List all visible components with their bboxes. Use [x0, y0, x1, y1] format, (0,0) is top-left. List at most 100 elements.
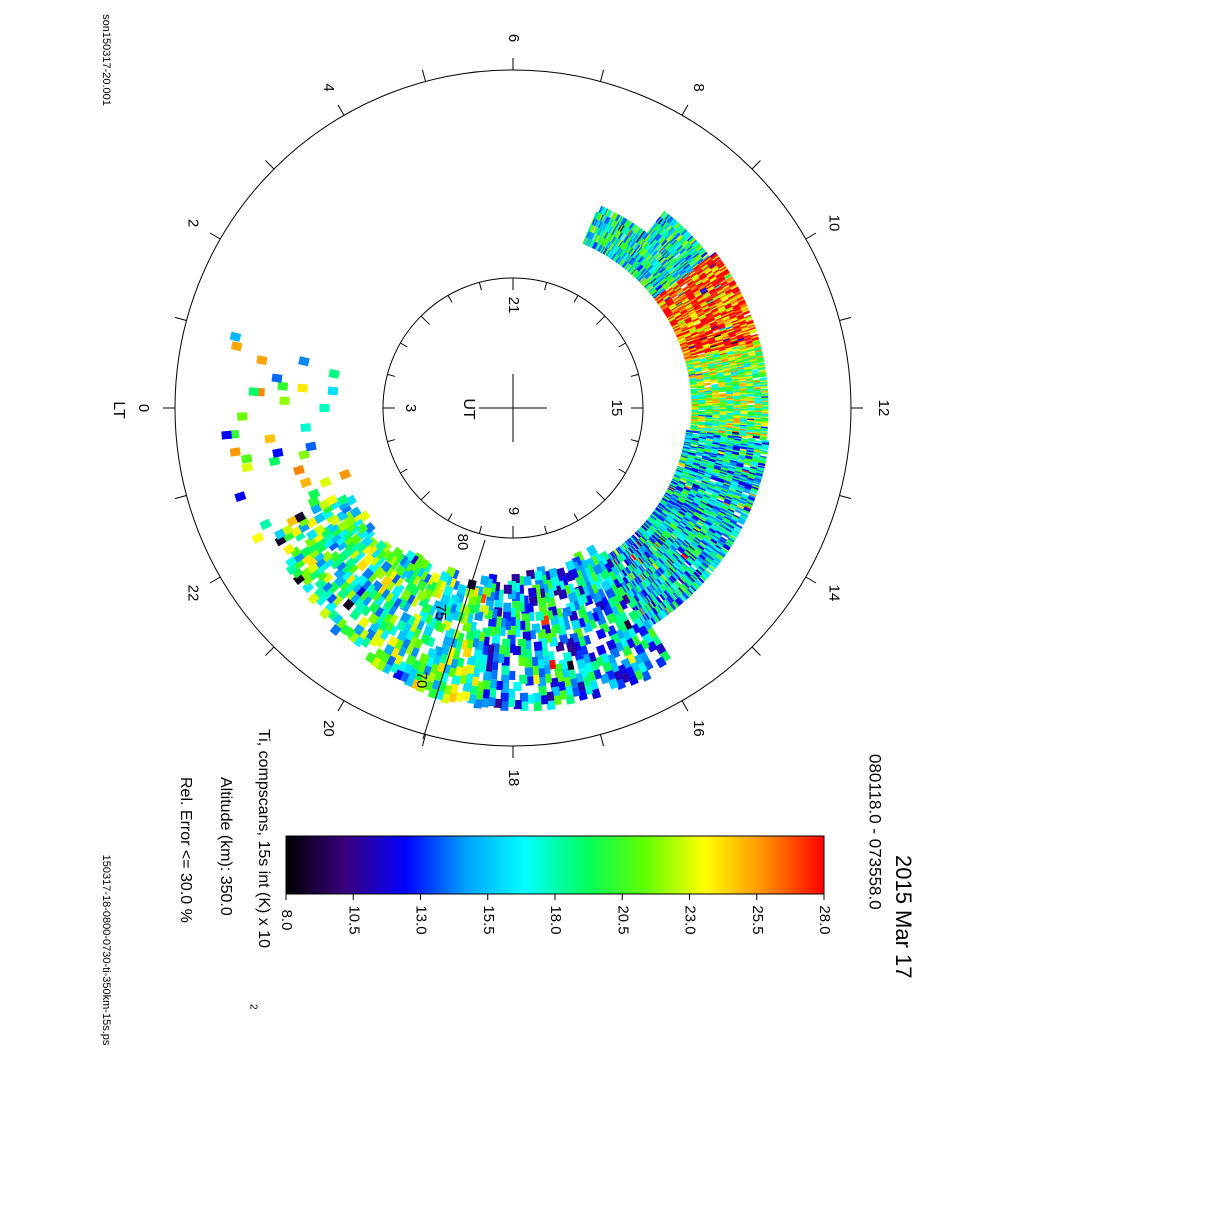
data-cell: [665, 299, 674, 306]
data-cell: [720, 295, 728, 301]
data-cell: [501, 665, 510, 675]
data-cell: [300, 423, 312, 433]
lt-tick: [265, 646, 275, 656]
data-cell: [293, 464, 305, 476]
ut-tick: [420, 315, 430, 325]
data-cell: [676, 234, 683, 242]
lt-tick: [209, 576, 221, 584]
data-cell: [668, 246, 675, 254]
data-cell: [705, 258, 713, 265]
ut-axis-label: UT: [460, 398, 477, 420]
data-cell: [673, 222, 681, 230]
data-cell: [711, 327, 719, 332]
data-cell: [659, 247, 667, 255]
data-cell: [251, 532, 265, 544]
data-cell: [668, 236, 675, 244]
data-cell: [707, 260, 715, 267]
ut-tick-label: 9: [505, 507, 522, 515]
data-cell: [619, 233, 625, 241]
data-cell: [712, 295, 720, 301]
data-cell: [681, 250, 689, 257]
data-cell: [527, 587, 537, 598]
data-cell: [657, 218, 665, 226]
data-cell: [687, 246, 695, 253]
data-cell: [691, 407, 699, 410]
data-cell: [651, 279, 659, 287]
ut-tick: [387, 373, 396, 377]
data-cell: [665, 215, 672, 223]
data-cell: [700, 274, 708, 281]
data-cell: [730, 316, 738, 322]
lt-tick-label: 22: [185, 585, 202, 602]
data-cell: [695, 245, 703, 252]
data-cell: [701, 289, 709, 296]
ut-tick-label: 3: [402, 404, 419, 412]
data-cell: [229, 447, 241, 457]
data-cell: [696, 257, 704, 264]
data-cell: [679, 238, 687, 246]
data-cell: [707, 336, 715, 342]
data-cell: [671, 220, 679, 228]
data-cell: [732, 289, 741, 295]
data-cell: [654, 233, 661, 241]
data-cell: [691, 240, 699, 248]
data-cell: [589, 225, 595, 233]
data-cell: [668, 266, 675, 274]
data-cell: [669, 248, 677, 255]
data-cell: [598, 237, 605, 245]
data-cell: [698, 249, 706, 256]
data-cell: [662, 212, 669, 220]
data-cell: [679, 248, 687, 255]
data-cell: [658, 301, 667, 308]
data-cell: [694, 254, 702, 262]
data-cell: [703, 292, 711, 299]
data-cell: [671, 250, 679, 257]
data-cell: [698, 407, 706, 411]
data-cell: [705, 311, 713, 318]
data-cell: [277, 381, 289, 391]
data-cell: [663, 308, 671, 315]
data-cell: [747, 324, 756, 329]
data-cell: [675, 253, 682, 261]
data-cell: [718, 265, 727, 271]
data-cell: [680, 249, 688, 256]
data-cell: [621, 251, 628, 259]
data-cell: [747, 393, 755, 397]
data-cell: [735, 310, 743, 316]
data-cell: [633, 261, 640, 269]
data-cell: [666, 225, 673, 232]
data-cell: [749, 329, 757, 335]
data-cell: [726, 292, 735, 298]
data-cell: [533, 641, 543, 652]
ut-tick: [447, 513, 453, 521]
data-cell: [677, 279, 685, 286]
data-cell: [726, 401, 734, 404]
ut-tick-label: 15: [608, 400, 625, 417]
data-cell: [699, 250, 707, 257]
data-cell: [685, 318, 693, 325]
data-cell: [658, 227, 665, 235]
data-cell: [704, 256, 712, 263]
data-cell: [630, 224, 637, 232]
data-cell: [634, 262, 642, 270]
data-cell: [730, 299, 738, 306]
data-cell: [596, 228, 603, 236]
data-cell: [655, 253, 663, 261]
data-cell: [693, 253, 701, 261]
data-cell: [682, 241, 690, 248]
data-cell: [685, 336, 693, 342]
data-cell: [718, 263, 726, 270]
data-cell: [627, 230, 634, 238]
data-cell: [714, 259, 722, 266]
data-cell: [721, 333, 729, 338]
data-cell: [751, 369, 759, 373]
data-cell: [259, 518, 272, 531]
data-cell: [256, 355, 268, 365]
data-cell: [689, 328, 697, 334]
data-cell: [640, 249, 647, 257]
data-cell: [746, 391, 755, 394]
data-cell: [664, 233, 671, 240]
ut-tick: [420, 491, 430, 501]
data-cell: [676, 225, 684, 233]
data-cell: [692, 241, 700, 249]
